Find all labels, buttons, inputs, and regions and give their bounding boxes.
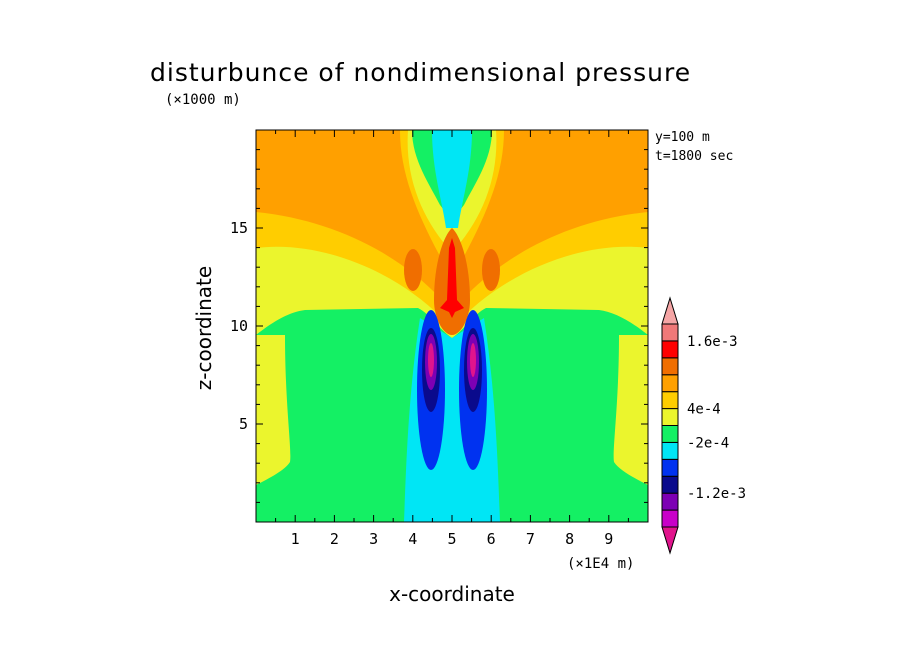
colorbar-label: 1.6e-3 [687,334,738,350]
x-axis-label: x-coordinate [389,582,515,606]
field-orange-left-lobe [256,130,442,300]
field-dark-orange-right-spot [482,249,500,291]
y-tick-label: 15 [230,219,248,237]
colorbar-swatch [661,509,679,528]
field-magenta-left-cell [428,343,434,377]
colorbar-swatch [661,340,679,359]
colorbar-upper-end [661,296,679,325]
field-red-core [440,238,464,318]
colorbar-labels: 1.6e-3 4e-4 -2e-4 -1.2e-3 [687,334,746,502]
colorbar-swatch [661,492,679,511]
colorbar-lower-end [661,526,679,555]
y-axis-unit: (×1000 m) [165,92,241,108]
y-tick-label: 10 [230,317,248,335]
x-tick-label: 9 [604,530,613,548]
colorbar-swatch [661,374,679,393]
field-dark-orange-left-spot [404,249,422,291]
contour-field [256,130,648,522]
y-tick-label: 5 [239,415,248,433]
axis-tick-labels: 1 2 3 4 5 6 7 8 9 5 10 15 [230,219,613,548]
y-position-info: y=100 m [655,130,710,145]
x-tick-label: 2 [330,530,339,548]
field-cyan-top-channel [432,130,472,228]
x-tick-label: 3 [369,530,378,548]
x-tick-label: 7 [526,530,535,548]
colorbar-swatch [661,425,679,443]
axis-ticks [256,130,648,522]
x-tick-label: 5 [447,530,456,548]
colorbar-swatch [661,357,679,376]
colorbar [661,296,679,555]
field-orange-right-lobe [462,130,648,300]
colorbar-swatch [661,391,679,410]
x-tick-label: 1 [291,530,300,548]
colorbar-swatch [661,323,679,342]
colorbar-label: -1.2e-3 [687,486,746,502]
colorbar-label: -2e-4 [687,435,729,451]
time-info: t=1800 sec [655,149,734,164]
field-magenta-right-cell [470,343,476,377]
colorbar-swatch [661,458,679,477]
x-tick-label: 4 [408,530,417,548]
x-tick-label: 8 [565,530,574,548]
field-yellow-left-edge [256,335,291,522]
colorbar-swatch [661,475,679,494]
colorbar-swatch [661,408,679,427]
colorbar-label: 4e-4 [687,402,721,418]
colorbar-swatch [661,441,679,460]
field-yellow-right-edge [613,335,648,522]
chart-title: disturbunce of nondimensional pressure [150,58,692,87]
x-tick-label: 6 [487,530,496,548]
x-axis-unit: (×1E4 m) [567,556,635,572]
